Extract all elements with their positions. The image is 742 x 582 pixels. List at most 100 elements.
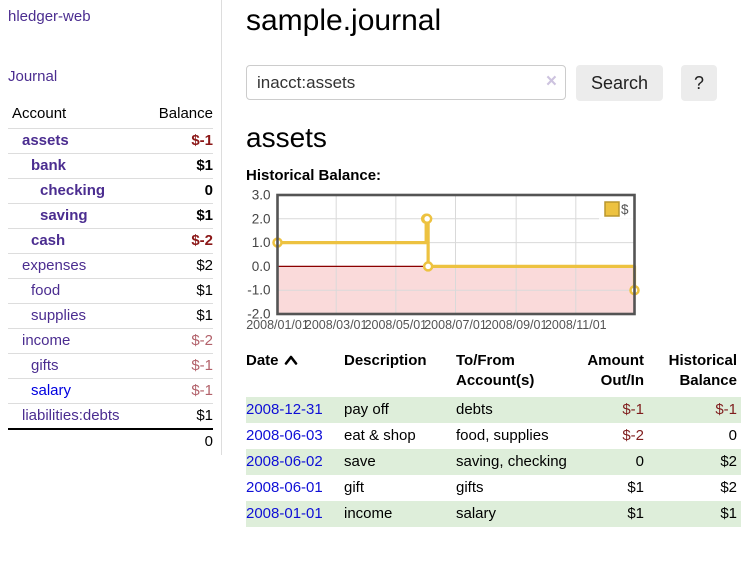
transaction-date-link[interactable]: 2008-06-01 — [246, 479, 323, 496]
transaction-row[interactable]: 2008-06-01 gift gifts $1 $2 — [246, 475, 741, 501]
sidebar-account-link[interactable]: saving — [40, 207, 88, 224]
transaction-accounts: gifts — [456, 479, 484, 496]
transaction-amount: $1 — [627, 479, 644, 496]
transaction-date-link[interactable]: 2008-06-03 — [246, 427, 323, 444]
sidebar-account-link[interactable]: supplies — [31, 307, 87, 324]
sidebar-account-link[interactable]: cash — [31, 232, 66, 249]
account-row: salary $-1 — [8, 378, 213, 404]
sort-ascending-icon — [284, 355, 297, 365]
sidebar-account-link[interactable]: expenses — [22, 257, 87, 274]
transaction-accounts: saving, checking — [456, 449, 582, 475]
account-balance: $-1 — [142, 378, 213, 404]
account-balance: $-1 — [142, 128, 213, 154]
account-balance: $1 — [142, 278, 213, 304]
sidebar: hledger-web Journal Account Balance asse… — [0, 0, 222, 455]
sidebar-account-link[interactable]: food — [31, 282, 61, 299]
sidebar-account-link[interactable]: checking — [40, 182, 106, 199]
transaction-amount: $-2 — [622, 427, 644, 444]
sidebar-item-journal[interactable]: Journal — [8, 68, 58, 85]
register-header-row: Date Description To/From Account(s) Amount Ou… — [246, 349, 741, 397]
account-balance: $2 — [142, 253, 213, 279]
sidebar-account-link[interactable]: bank — [31, 157, 67, 174]
account-balance: $1 — [142, 403, 213, 429]
sidebar-account-link[interactable]: salary — [31, 382, 72, 399]
search-input[interactable] — [246, 65, 566, 100]
accounts-total-balance: 0 — [142, 428, 213, 454]
chart-label: Historical Balance: — [246, 167, 382, 184]
register-header-historical: Historical Balance — [668, 352, 737, 389]
transaction-row[interactable]: 2008-06-02 save saving, checking 0 $2 — [246, 449, 741, 475]
account-balance: $1 — [142, 153, 213, 179]
historical-balance-chart[interactable]: $3.0 2.0 1.0 0.0 -1.0 -2.0 2008/01/01 2008/03/0… — [246, 188, 640, 335]
account-balance: $-1 — [142, 353, 213, 379]
register-header-to-from: To/From Account(s) — [456, 352, 535, 389]
transaction-description: pay off — [344, 397, 456, 423]
transaction-description: gift — [344, 479, 365, 496]
account-row: expenses $2 — [8, 253, 213, 279]
main-content: sample.journal × Search ? assets Histori… — [222, 0, 741, 527]
register-header-description: Description — [344, 352, 427, 369]
register-header-date[interactable]: Date — [246, 349, 344, 397]
transaction-date-link[interactable]: 2008-12-31 — [246, 401, 323, 418]
svg-text:3.0: 3.0 — [252, 188, 271, 203]
page-title: sample.journal — [246, 4, 442, 37]
transaction-balance: $-1 — [648, 397, 741, 423]
sidebar-account-link[interactable]: liabilities:debts — [22, 407, 120, 424]
app-title-link[interactable]: hledger-web — [8, 8, 91, 25]
accounts-balance-table: Account Balance assets $-1 bank $1 checking 0… — [8, 101, 213, 454]
account-row: food $1 — [8, 278, 213, 304]
help-button[interactable]: ? — [680, 65, 717, 101]
svg-text:2008/05/01: 2008/05/01 — [365, 318, 428, 332]
account-row: cash $-2 — [8, 228, 213, 254]
account-row: checking 0 — [8, 178, 213, 204]
svg-text:2008/09/01: 2008/09/01 — [485, 318, 548, 332]
svg-text:$: $ — [621, 202, 629, 217]
transaction-date-link[interactable]: 2008-06-02 — [246, 453, 323, 470]
accounts-header-account: Account — [12, 105, 67, 122]
sidebar-account-link[interactable]: income — [22, 332, 71, 349]
accounts-header-balance: Balance — [158, 105, 213, 122]
transaction-balance: $2 — [720, 479, 737, 496]
account-row: supplies $1 — [8, 303, 213, 329]
transaction-amount: 0 — [582, 449, 648, 475]
accounts-header-row: Account Balance — [8, 101, 213, 129]
transaction-description: eat & shop — [344, 427, 416, 444]
clear-search-icon[interactable]: × — [545, 71, 557, 92]
transaction-balance: 0 — [728, 427, 737, 444]
account-row: bank $1 — [8, 153, 213, 179]
transaction-description: save — [344, 449, 456, 475]
account-row: liabilities:debts $1 — [8, 403, 213, 429]
account-row: assets $-1 — [8, 128, 213, 154]
svg-text:1.0: 1.0 — [252, 235, 271, 250]
account-balance: $1 — [142, 203, 213, 229]
transaction-row[interactable]: 2008-01-01 income salary $1 $1 — [246, 501, 741, 527]
search-bar: × Search ? — [246, 65, 717, 101]
svg-text:2008/03/01: 2008/03/01 — [305, 318, 368, 332]
account-balance: $-2 — [142, 228, 213, 254]
search-button[interactable]: Search — [575, 65, 663, 101]
sidebar-account-link[interactable]: gifts — [31, 357, 59, 374]
svg-text:2.0: 2.0 — [252, 211, 271, 226]
transaction-description: income — [344, 501, 456, 527]
register-table: Date Description To/From Account(s) Amount Ou… — [246, 349, 741, 527]
account-balance: $1 — [142, 303, 213, 329]
sidebar-account-link[interactable]: assets — [22, 132, 69, 149]
transaction-row[interactable]: 2008-06-03 eat & shop food, supplies $-2 0 — [246, 423, 741, 449]
svg-text:2008/11/01: 2008/11/01 — [545, 318, 607, 332]
transaction-balance: $2 — [648, 449, 741, 475]
legend-swatch-icon — [604, 201, 620, 217]
transaction-row[interactable]: 2008-12-31 pay off debts $-1 $-1 — [246, 397, 741, 423]
account-balance: 0 — [142, 178, 213, 204]
transaction-amount: $-1 — [582, 397, 648, 423]
transaction-accounts: debts — [456, 397, 582, 423]
transaction-date-link[interactable]: 2008-01-01 — [246, 505, 323, 522]
svg-text:-1.0: -1.0 — [247, 283, 270, 298]
app-root: hledger-web Journal Account Balance asse… — [0, 0, 741, 527]
svg-text:2008/07/01: 2008/07/01 — [424, 318, 487, 332]
accounts-total-row: 0 — [8, 428, 213, 454]
transaction-accounts: salary — [456, 501, 582, 527]
account-row: saving $1 — [8, 203, 213, 229]
account-heading: assets — [246, 122, 327, 153]
transaction-balance: $1 — [648, 501, 741, 527]
account-row: income $-2 — [8, 328, 213, 354]
